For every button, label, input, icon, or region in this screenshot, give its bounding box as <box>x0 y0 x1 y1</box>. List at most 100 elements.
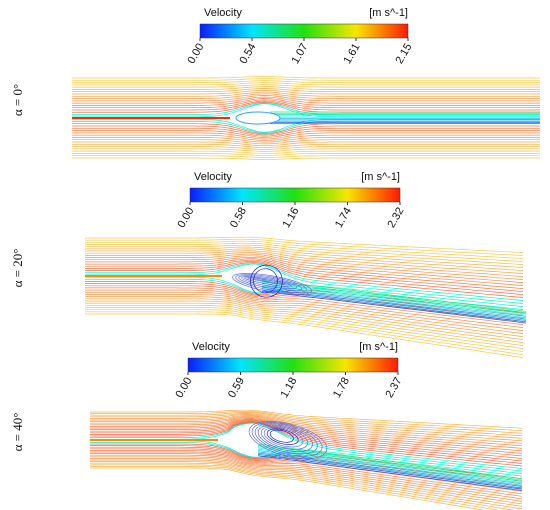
streamline <box>85 238 524 256</box>
recirculation <box>254 423 318 455</box>
streamline <box>90 461 523 507</box>
colorbar <box>189 187 401 203</box>
streamline <box>90 413 523 437</box>
streamline <box>90 410 523 432</box>
streamline <box>72 96 540 104</box>
colorbar-tick-label: 0.58 <box>228 206 249 231</box>
recirculation <box>244 277 293 288</box>
streamlines <box>90 409 523 510</box>
colorbar-title: Velocity <box>192 341 230 353</box>
streamline <box>72 153 540 156</box>
streamline <box>90 422 523 467</box>
streamline <box>85 298 524 337</box>
streamline <box>90 462 523 510</box>
streamline <box>72 157 540 160</box>
streamline <box>72 101 540 113</box>
wake-line <box>257 454 523 490</box>
panel-label: α = 0° <box>10 84 25 116</box>
streamline <box>85 256 524 286</box>
streamline <box>90 414 523 439</box>
streamline <box>85 294 524 331</box>
streamline <box>85 258 524 289</box>
colorbar-tick-label: 0.00 <box>185 42 206 67</box>
colorbar-tick-label: 0.59 <box>226 376 247 401</box>
streamline <box>72 88 540 93</box>
streamline <box>85 252 524 277</box>
colorbar-tick-label: 1.78 <box>331 376 352 401</box>
streamline <box>85 255 524 283</box>
streamline <box>72 82 540 86</box>
streamline <box>85 259 524 292</box>
wake-line <box>257 443 523 480</box>
streamline <box>72 146 540 150</box>
streamline <box>85 248 524 271</box>
recirculation <box>247 277 288 286</box>
streamline <box>85 246 524 268</box>
streamline <box>85 244 524 265</box>
streamline <box>72 148 540 152</box>
wake-line <box>261 281 527 315</box>
streamline <box>85 253 524 280</box>
streamline <box>85 285 524 319</box>
panel-label: α = 40° <box>10 413 25 452</box>
wake-line <box>261 284 527 317</box>
wake-line <box>257 451 523 487</box>
wake-line <box>261 289 527 323</box>
streamline <box>90 464 516 510</box>
colorbar-tick-label: 1.18 <box>278 376 299 401</box>
panel-label: α = 20° <box>10 249 25 288</box>
streamline <box>90 451 523 492</box>
streamline <box>72 100 540 111</box>
streamline <box>85 236 524 253</box>
streamline <box>85 250 524 274</box>
streamline <box>90 420 523 457</box>
wake-line <box>257 446 523 482</box>
streamline <box>72 84 540 88</box>
recirculation <box>269 429 294 443</box>
streamline <box>72 95 540 102</box>
streamlines <box>72 76 540 160</box>
streamline <box>72 150 540 154</box>
streamline <box>72 130 540 138</box>
streamline <box>72 134 540 141</box>
streamline <box>72 132 540 140</box>
streamline <box>72 141 540 147</box>
recirculation <box>251 422 323 457</box>
streamline <box>72 99 540 109</box>
streamline <box>90 467 485 510</box>
colorbar-units: [m s^-1] <box>359 341 398 353</box>
colorbar <box>199 23 409 39</box>
streamline <box>72 127 540 137</box>
streamline <box>90 415 523 442</box>
streamline <box>72 155 540 158</box>
streamline <box>85 311 524 355</box>
recirculation <box>253 268 278 294</box>
streamline <box>90 459 523 505</box>
colorbar-units: [m s^-1] <box>369 7 408 19</box>
streamline <box>85 263 524 304</box>
streamline <box>72 125 540 136</box>
wake-line <box>261 285 527 319</box>
streamline <box>85 304 524 346</box>
streamline <box>72 91 540 97</box>
wake-line <box>261 279 527 312</box>
streamline <box>85 287 524 322</box>
colorbar-tick-label: 1.74 <box>333 206 354 231</box>
streamline <box>85 242 524 262</box>
streamline <box>85 291 524 328</box>
streamline <box>85 296 524 334</box>
colorbar-tick-label: 1.61 <box>341 42 362 67</box>
streamline <box>85 300 524 340</box>
colorbar-tick-label: 2.15 <box>393 42 414 67</box>
colorbar-tick-label: 0.00 <box>173 376 194 401</box>
streamline <box>72 86 540 90</box>
streamline <box>90 422 523 469</box>
streamline <box>90 420 523 459</box>
recirculation <box>257 424 313 452</box>
colorbar-tick-label: 2.32 <box>385 206 406 231</box>
streamlines <box>85 236 527 358</box>
colorbar-tick-label: 1.07 <box>289 42 310 67</box>
streamline <box>72 137 540 143</box>
colorbar-units: [m s^-1] <box>361 171 400 183</box>
